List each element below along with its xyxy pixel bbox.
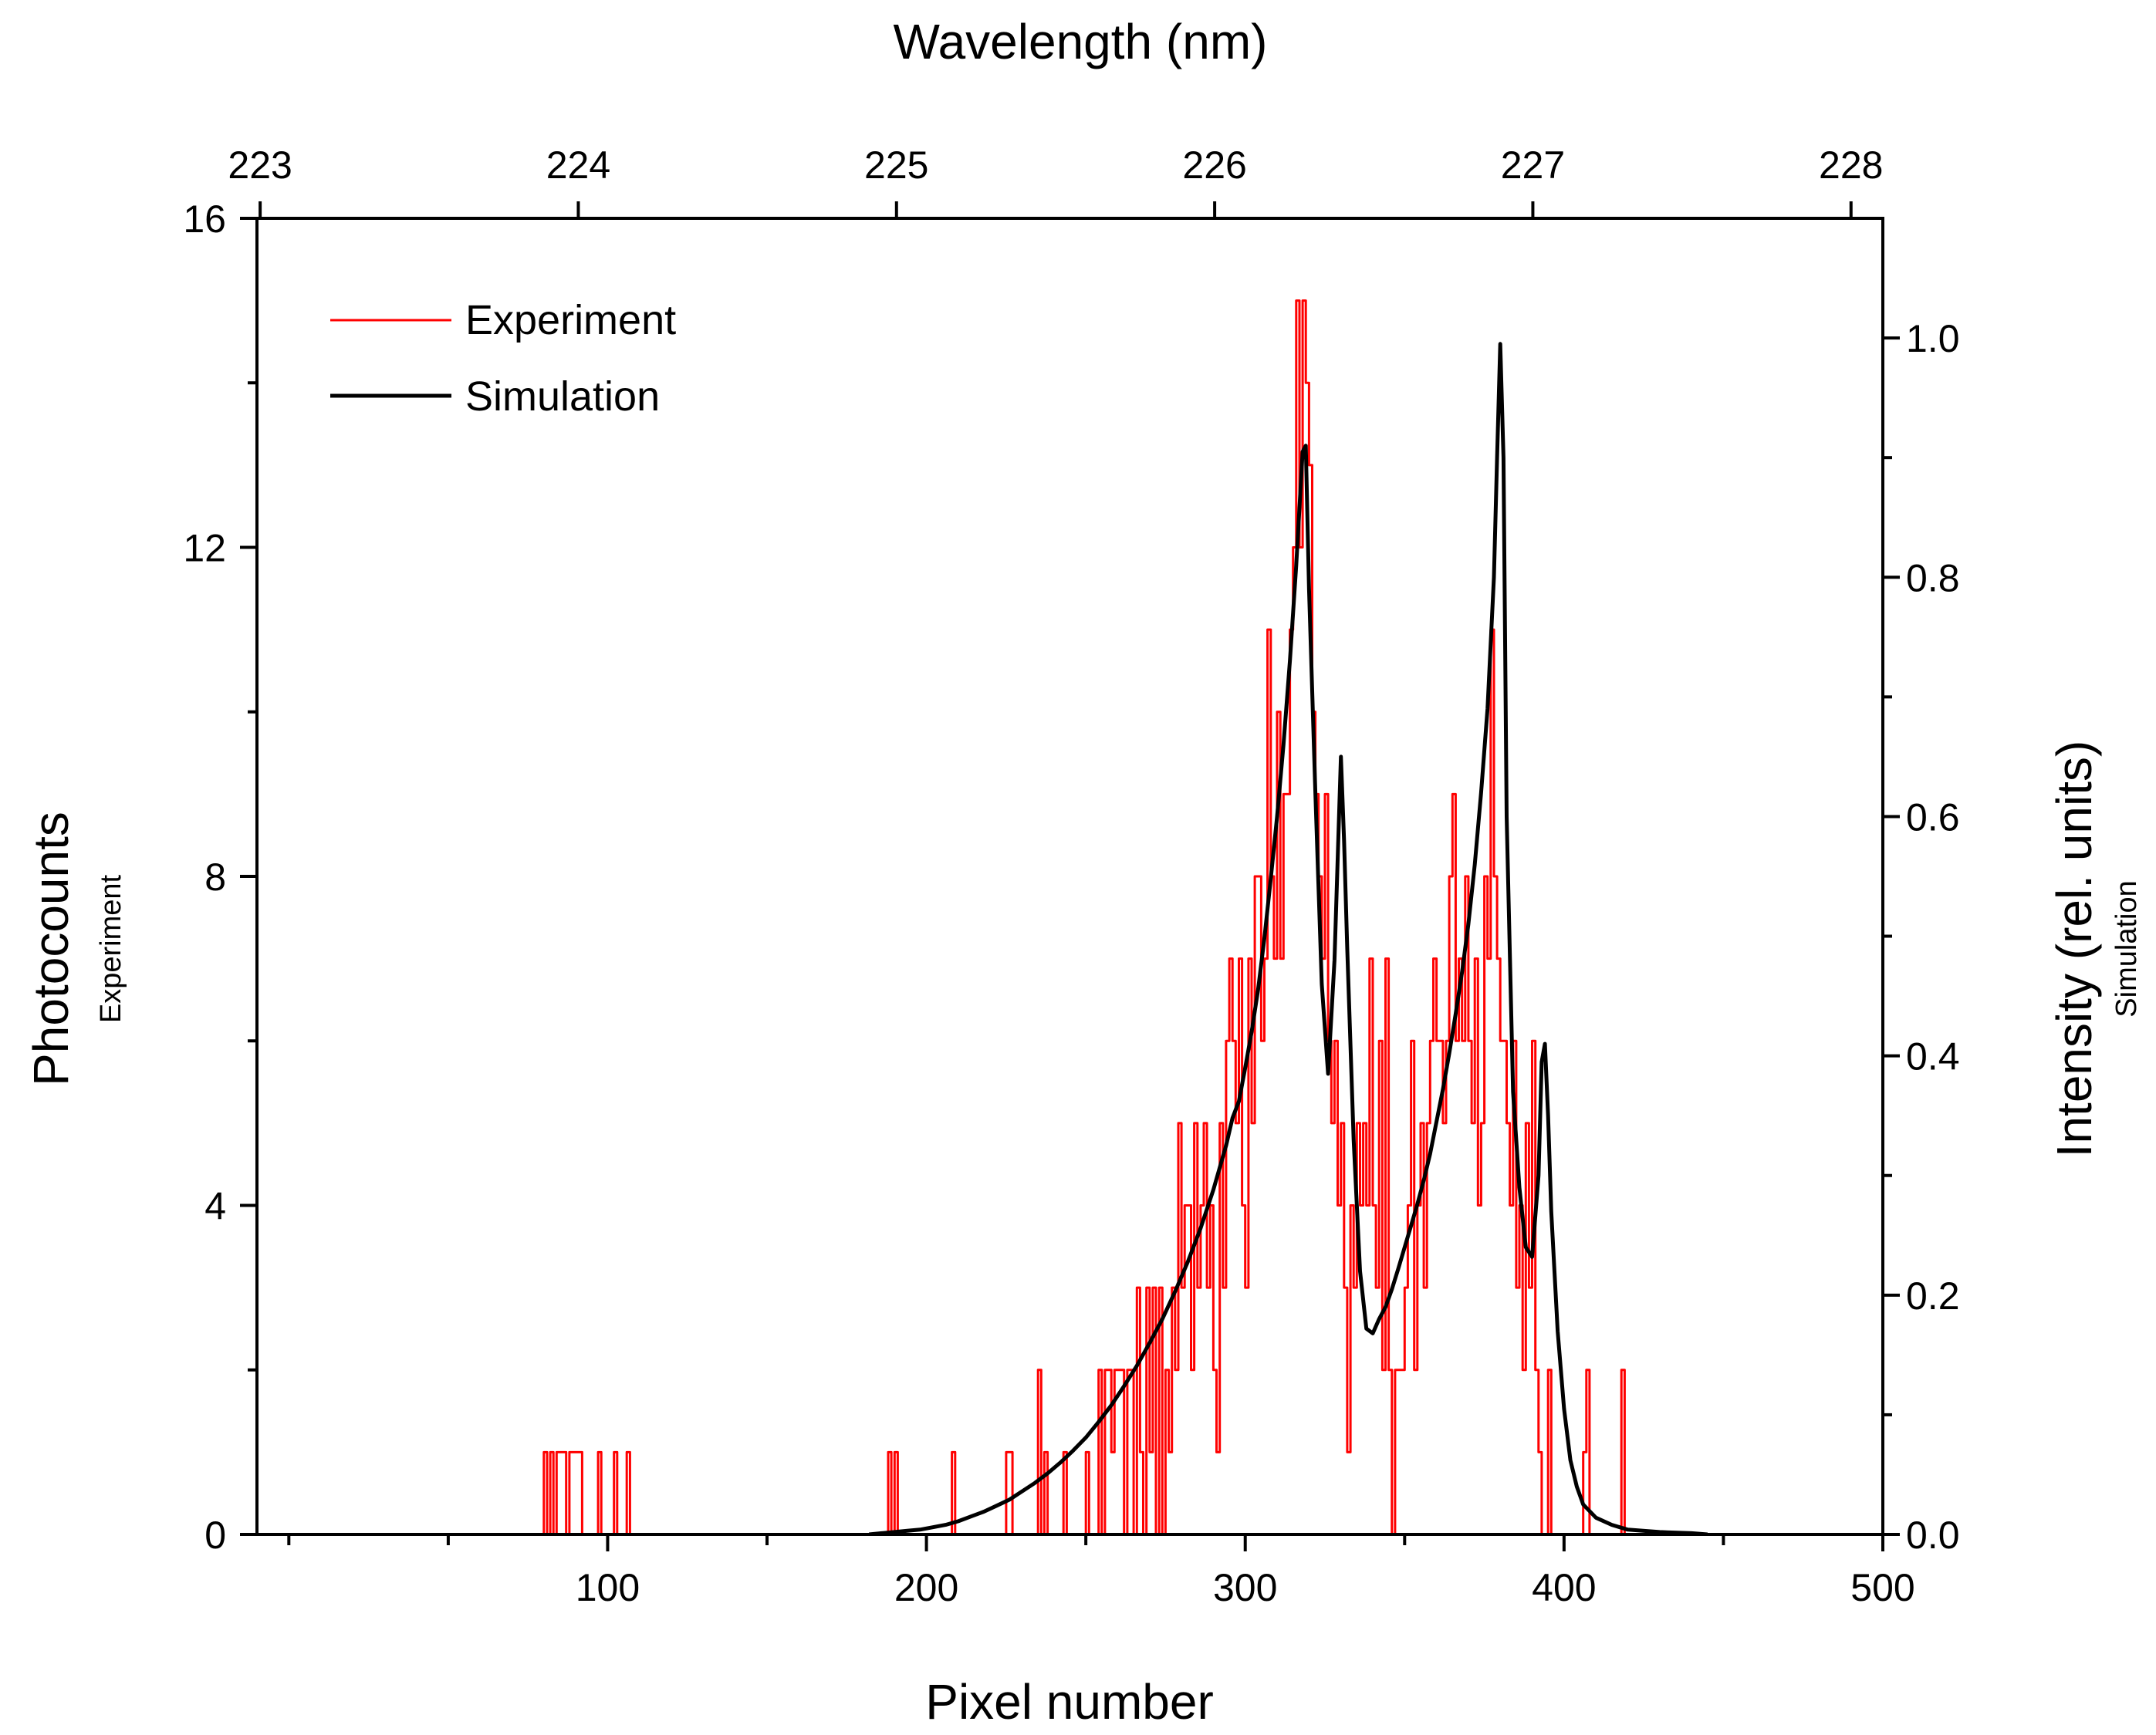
legend-label-simulation: Simulation: [465, 373, 660, 420]
x2-tick-label: 225: [864, 143, 928, 187]
legend-label-experiment: Experiment: [465, 297, 676, 343]
y2-axis-subtitle: Simulation: [2110, 880, 2143, 1017]
y2-tick-label: 0.0: [1906, 1514, 1960, 1557]
x2-axis-title: Wavelength (nm): [894, 14, 1268, 69]
y-tick-label: 0: [204, 1514, 226, 1557]
x-axis-title: Pixel number: [925, 1674, 1214, 1730]
y-tick-label: 8: [204, 856, 226, 899]
y-tick-label: 12: [183, 527, 226, 570]
y2-tick-label: 0.6: [1906, 795, 1960, 839]
x2-tick-label: 227: [1501, 143, 1565, 187]
y2-tick-label: 0.2: [1906, 1274, 1960, 1318]
y2-tick-label: 0.8: [1906, 556, 1960, 599]
x2-tick-label: 228: [1819, 143, 1883, 187]
x-tick-label: 300: [1213, 1566, 1277, 1609]
x2-tick-label: 226: [1182, 143, 1246, 187]
x-tick-label: 400: [1532, 1566, 1596, 1609]
series-experiment: [289, 299, 1883, 1534]
x-tick-label: 500: [1850, 1566, 1914, 1609]
x-tick-label: 200: [894, 1566, 958, 1609]
y2-tick-label: 0.4: [1906, 1035, 1960, 1078]
y-tick-label: 16: [183, 197, 226, 241]
x2-tick-label: 223: [228, 143, 292, 187]
x-tick-label: 100: [576, 1566, 640, 1609]
x2-tick-label: 224: [546, 143, 610, 187]
series-simulation: [868, 342, 1708, 1534]
y-tick-label: 4: [204, 1185, 226, 1228]
y-axis-title: Photocounts: [23, 812, 79, 1086]
legend: Experiment Simulation: [330, 297, 676, 420]
y2-axis-title: Intensity (rel. units): [2046, 741, 2102, 1158]
y-axis-subtitle: Experiment: [95, 874, 127, 1023]
y2-tick-label: 1.0: [1906, 317, 1960, 360]
